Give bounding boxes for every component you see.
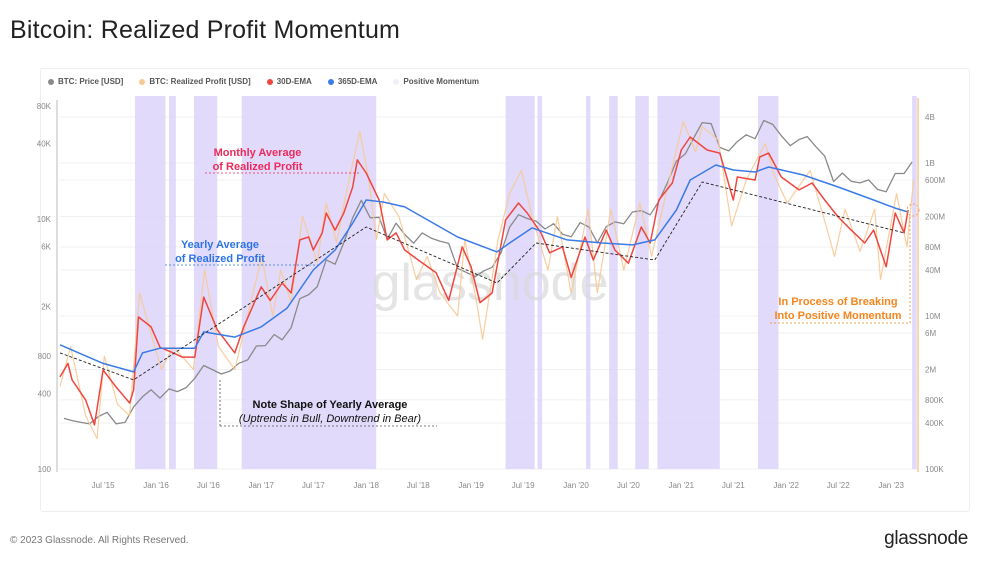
- positive-momentum-band: [657, 96, 720, 469]
- x-tick-label: Jul '17: [302, 481, 325, 490]
- legend-dot-icon: [327, 78, 334, 85]
- positive-momentum-band: [586, 96, 591, 469]
- x-tick-label: Jul '21: [722, 481, 745, 490]
- y-left-tick-label: 2K: [41, 302, 51, 311]
- y-right-tick-label: 6M: [925, 329, 936, 338]
- x-tick-label: Jan '18: [353, 481, 379, 490]
- annotation-line: In Process of Breaking: [778, 296, 898, 308]
- y-right-tick-label: 1B: [925, 159, 935, 168]
- legend-item-positive-momentum[interactable]: Positive Momentum: [393, 77, 479, 86]
- ema30-line: [59, 136, 909, 426]
- annotation-note: Note Shape of Yearly Average (Uptrends i…: [210, 398, 450, 426]
- x-tick-label: Jan '22: [773, 481, 799, 490]
- price-line: [63, 119, 913, 425]
- glassnode-logo[interactable]: glassnode: [884, 528, 968, 549]
- legend-dot-icon: [266, 78, 273, 85]
- positive-momentum-band: [912, 96, 917, 469]
- annotation-leader: [770, 215, 911, 324]
- ema365-line: [59, 164, 909, 373]
- y-left-tick-label: 400: [38, 390, 52, 399]
- annotation-circle: [906, 203, 920, 217]
- legend-label: Positive Momentum: [403, 77, 479, 86]
- x-tick-label: Jan '20: [563, 481, 589, 490]
- x-tick-label: Jan '23: [878, 481, 904, 490]
- legend-item-realized-profit[interactable]: BTC: Realized Profit [USD]: [139, 77, 251, 86]
- legend-label: 30D-EMA: [276, 77, 312, 86]
- y-left-tick-label: 40K: [37, 140, 52, 149]
- y-left-tick-label: 800: [38, 352, 52, 361]
- annotation-line: Yearly Average: [180, 239, 260, 251]
- legend-dot-icon: [393, 78, 400, 85]
- y-right-tick-label: 10M: [925, 312, 941, 321]
- legend-item-price[interactable]: BTC: Price [USD]: [48, 77, 123, 86]
- positive-momentum-band: [168, 96, 176, 469]
- y-left-tick-label: 10K: [37, 215, 52, 224]
- legend-item-30d-ema[interactable]: 30D-EMA: [266, 77, 312, 86]
- positive-momentum-band: [193, 96, 218, 469]
- annotation-line: of Realized Profit: [212, 161, 303, 173]
- copyright: © 2023 Glassnode. All Rights Reserved.: [10, 535, 189, 546]
- y-left-tick-label: 80K: [37, 102, 52, 111]
- y-right-tick-label: 400K: [925, 419, 944, 428]
- x-tick-label: Jul '15: [92, 481, 115, 490]
- page-title: Bitcoin: Realized Profit Momentum: [10, 16, 401, 44]
- positive-momentum-band: [135, 96, 166, 469]
- positive-momentum-band: [609, 96, 618, 469]
- y-right-tick-label: 4B: [925, 113, 935, 122]
- y-left-tick-label: 6K: [41, 243, 51, 252]
- x-tick-label: Jul '18: [407, 481, 430, 490]
- legend-label: BTC: Realized Profit [USD]: [149, 77, 251, 86]
- x-tick-label: Jul '19: [512, 481, 535, 490]
- y-right-tick-label: 200M: [925, 213, 945, 222]
- y-right-tick-label: 2M: [925, 365, 936, 374]
- x-tick-label: Jan '17: [248, 481, 274, 490]
- annotation-line: Into Positive Momentum: [774, 310, 902, 322]
- x-tick-label: Jul '22: [827, 481, 850, 490]
- y-right-tick-label: 80M: [925, 243, 941, 252]
- annotation-yearly: Yearly Average of Realized Profit: [160, 238, 280, 266]
- annotation-line: (Uptrends in Bull, Downtrend in Bear): [238, 413, 422, 425]
- annotation-breaking: In Process of Breaking Into Positive Mom…: [765, 295, 911, 323]
- legend: BTC: Price [USD] BTC: Realized Profit [U…: [48, 77, 479, 86]
- annotation-line: Monthly Average: [213, 147, 302, 159]
- legend-dot-icon: [139, 78, 146, 85]
- legend-item-365d-ema[interactable]: 365D-EMA: [327, 77, 378, 86]
- x-tick-label: Jul '16: [197, 481, 220, 490]
- x-tick-label: Jan '21: [668, 481, 694, 490]
- positive-momentum-band: [537, 96, 543, 469]
- x-tick-label: Jan '19: [458, 481, 484, 490]
- y-right-tick-label: 800K: [925, 396, 944, 405]
- legend-label: 365D-EMA: [337, 77, 378, 86]
- x-tick-label: Jul '20: [617, 481, 640, 490]
- positive-momentum-band: [505, 96, 535, 469]
- legend-label: BTC: Price [USD]: [58, 77, 124, 86]
- y-right-tick-label: 100K: [925, 465, 944, 474]
- annotation-line: Note Shape of Yearly Average: [252, 399, 408, 411]
- annotation-monthly: Monthly Average of Realized Profit: [200, 146, 315, 174]
- y-right-tick-label: 40M: [925, 266, 941, 275]
- positive-momentum-band: [758, 96, 779, 469]
- trend-line: [59, 181, 905, 381]
- annotation-line: of Realized Profit: [175, 253, 265, 265]
- x-tick-label: Jan '16: [143, 481, 169, 490]
- legend-dot-icon: [48, 78, 54, 85]
- positive-momentum-band: [635, 96, 649, 469]
- y-left-tick-label: 100: [38, 465, 52, 474]
- y-right-tick-label: 600M: [925, 176, 945, 185]
